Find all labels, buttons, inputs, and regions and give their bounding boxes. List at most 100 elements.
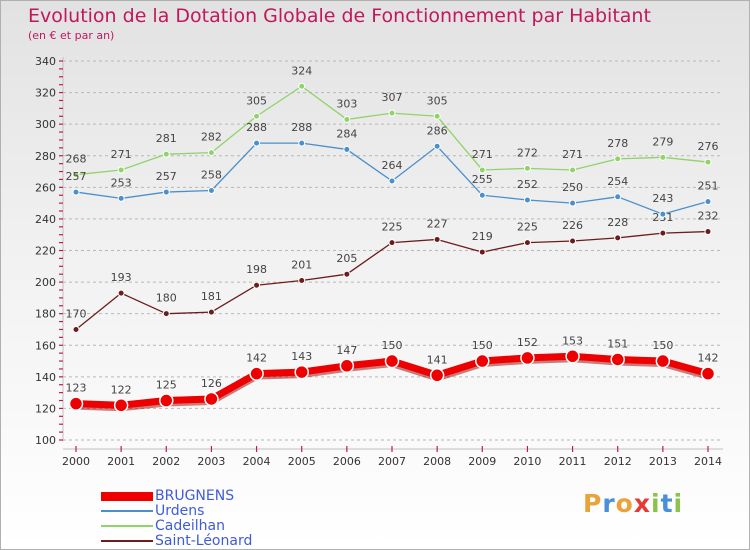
data-point bbox=[117, 166, 125, 174]
data-label: 282 bbox=[201, 131, 222, 144]
data-point bbox=[343, 145, 351, 153]
data-label: 153 bbox=[562, 334, 583, 347]
logo-letter: P bbox=[583, 489, 603, 518]
data-label: 257 bbox=[156, 170, 177, 183]
data-label: 286 bbox=[427, 124, 448, 137]
data-label: 126 bbox=[201, 377, 222, 390]
data-label: 281 bbox=[156, 132, 177, 145]
data-point bbox=[569, 166, 577, 174]
legend-item-saint-leonard: Saint-Léonard bbox=[101, 533, 252, 549]
data-point bbox=[72, 325, 80, 333]
data-point bbox=[72, 171, 80, 179]
logo-letter: o bbox=[615, 489, 634, 518]
x-tick-label: 2009 bbox=[468, 455, 496, 468]
x-tick-label: 2008 bbox=[423, 455, 451, 468]
data-point bbox=[433, 142, 441, 150]
data-label: 170 bbox=[66, 307, 87, 320]
data-point bbox=[253, 139, 261, 147]
data-point bbox=[162, 150, 170, 158]
data-label: 193 bbox=[111, 271, 132, 284]
data-point bbox=[162, 310, 170, 318]
data-label: 152 bbox=[517, 336, 538, 349]
data-point bbox=[204, 391, 219, 407]
x-tick-label: 2012 bbox=[604, 455, 632, 468]
data-point bbox=[117, 289, 125, 297]
data-label: 272 bbox=[517, 146, 538, 159]
logo-letter: t bbox=[660, 489, 674, 518]
y-tick-label: 280 bbox=[35, 150, 56, 163]
data-label: 150 bbox=[382, 339, 403, 352]
legend-swatch bbox=[101, 491, 153, 501]
data-label: 205 bbox=[336, 252, 357, 265]
data-label: 253 bbox=[111, 176, 132, 189]
data-point bbox=[343, 115, 351, 123]
data-label: 227 bbox=[427, 217, 448, 230]
data-point bbox=[298, 277, 306, 285]
data-label: 252 bbox=[517, 178, 538, 191]
chart-title: Evolution de la Dotation Globale de Fonc… bbox=[28, 5, 651, 27]
data-point bbox=[565, 349, 580, 364]
legend-swatch bbox=[101, 525, 153, 527]
data-point bbox=[478, 191, 486, 199]
data-label: 198 bbox=[246, 263, 267, 276]
data-label: 226 bbox=[562, 219, 583, 232]
data-point bbox=[207, 149, 215, 157]
data-point bbox=[159, 393, 174, 408]
data-point bbox=[429, 368, 445, 383]
data-label: 305 bbox=[246, 94, 267, 107]
data-label: 288 bbox=[291, 121, 312, 134]
y-tick-label: 260 bbox=[35, 181, 56, 194]
legend-swatch bbox=[101, 510, 153, 512]
x-tick-label: 2003 bbox=[197, 455, 225, 468]
data-label: 201 bbox=[291, 259, 312, 272]
x-tick-label: 2010 bbox=[513, 455, 541, 468]
data-label: 258 bbox=[201, 168, 222, 181]
data-point bbox=[433, 235, 441, 243]
legend-item-cadeilhan: Cadeilhan bbox=[101, 518, 225, 534]
data-label: 284 bbox=[336, 127, 357, 140]
data-point bbox=[523, 196, 531, 204]
data-point bbox=[294, 364, 309, 380]
y-tick-label: 200 bbox=[35, 276, 56, 289]
data-point bbox=[523, 164, 531, 172]
data-point bbox=[113, 398, 129, 413]
data-label: 232 bbox=[698, 210, 719, 223]
data-point bbox=[659, 153, 667, 161]
data-point bbox=[478, 248, 486, 256]
data-point bbox=[68, 396, 84, 411]
data-label: 150 bbox=[472, 339, 493, 352]
data-label: 142 bbox=[698, 352, 719, 365]
data-label: 271 bbox=[111, 148, 132, 161]
data-point bbox=[704, 228, 712, 236]
data-point bbox=[388, 239, 396, 247]
data-point bbox=[253, 281, 261, 289]
data-point bbox=[614, 155, 622, 163]
data-point bbox=[433, 112, 441, 120]
logo-letter: i bbox=[673, 489, 684, 518]
data-label: 288 bbox=[246, 121, 267, 134]
y-tick-label: 300 bbox=[35, 118, 56, 131]
x-tick-label: 2005 bbox=[288, 455, 316, 468]
data-label: 305 bbox=[427, 94, 448, 107]
data-label: 180 bbox=[156, 292, 177, 305]
data-label: 225 bbox=[517, 221, 538, 234]
data-point bbox=[343, 270, 351, 278]
data-label: 271 bbox=[562, 148, 583, 161]
x-tick-label: 2004 bbox=[243, 455, 271, 468]
data-point bbox=[704, 198, 712, 206]
legend-item-urdens: Urdens bbox=[101, 503, 204, 519]
y-tick-label: 220 bbox=[35, 245, 56, 258]
data-label: 151 bbox=[607, 337, 628, 350]
logo-letter: i bbox=[651, 489, 661, 518]
x-tick-label: 2013 bbox=[649, 455, 677, 468]
data-point bbox=[659, 210, 667, 218]
data-point bbox=[523, 239, 531, 247]
data-label: 271 bbox=[472, 148, 493, 161]
x-tick-label: 2007 bbox=[378, 455, 406, 468]
data-point bbox=[614, 234, 622, 242]
data-point bbox=[475, 353, 490, 369]
data-point bbox=[704, 158, 712, 166]
data-point bbox=[249, 366, 264, 381]
data-point bbox=[610, 352, 625, 367]
